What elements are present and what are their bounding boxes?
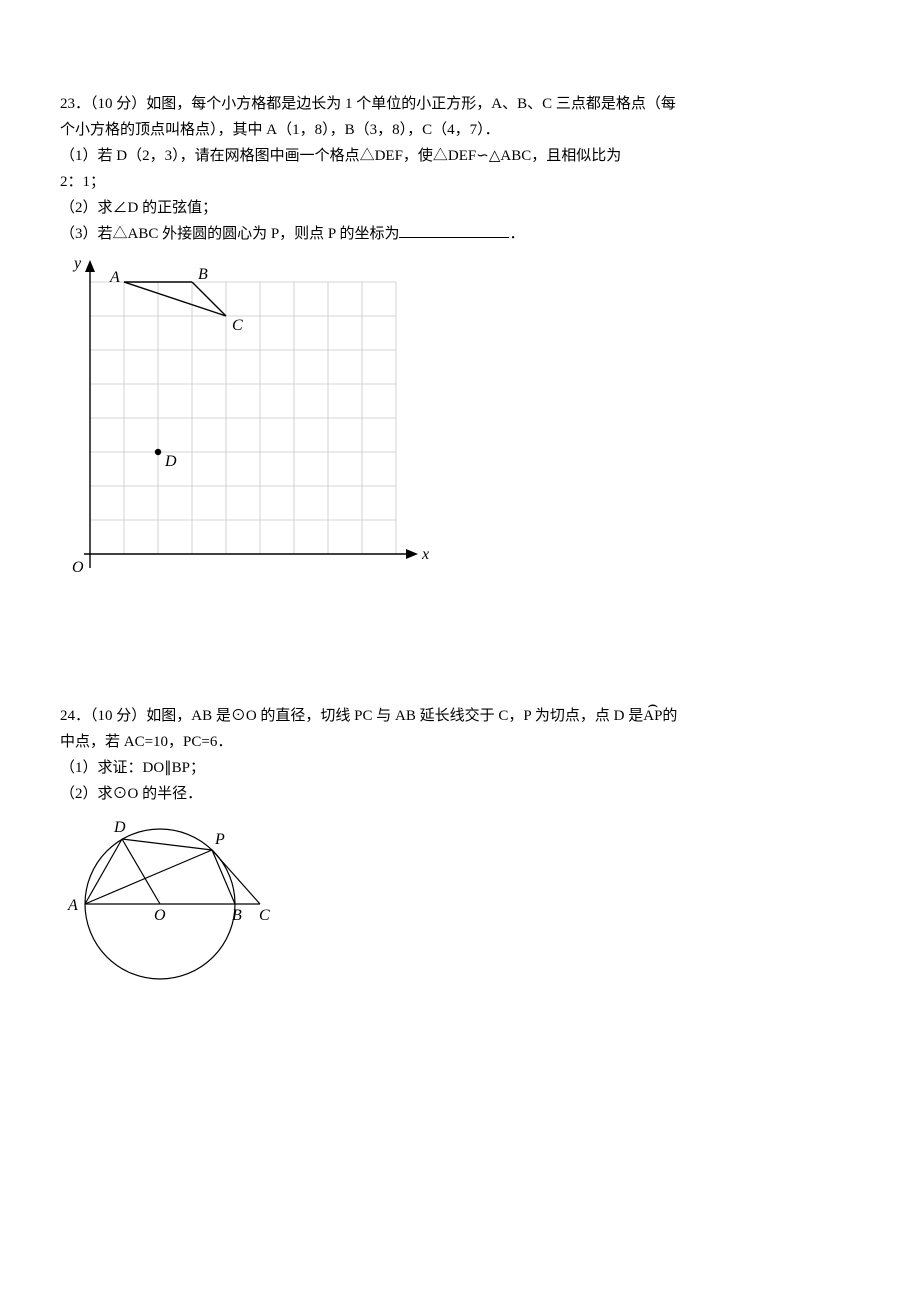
problem-23-line1b: 个小方格的顶点叫格点），其中 A（1，8），B（3，8），C（4，7）． <box>60 118 860 142</box>
svg-text:A: A <box>67 897 78 914</box>
problem-23-q1b: 2：1； <box>60 170 860 194</box>
svg-text:D: D <box>164 453 177 470</box>
problem-24-q2: （2）求⊙O 的半径． <box>60 782 860 806</box>
circle-figure: A BC O D P <box>60 814 290 994</box>
problem-24-q1: （1）求证：DO∥BP； <box>60 756 860 780</box>
problem-23: 23．（10 分）如图，每个小方格都是边长为 1 个单位的小正方形，A、B、C … <box>60 92 860 584</box>
problem-24-text1-post: 的 <box>662 708 677 724</box>
problem-23-q3-pre: （3）若△ABC 外接圆的圆心为 P，则点 P 的坐标为 <box>60 226 399 242</box>
problem-24-text1: 24．（10 分）如图，AB 是⊙O 的直径，切线 PC 与 AB 延长线交于 … <box>60 708 643 724</box>
answer-blank <box>399 222 509 238</box>
svg-text:A: A <box>109 269 120 286</box>
problem-23-q3: （3）若△ABC 外接圆的圆心为 P，则点 P 的坐标为 ． <box>60 222 860 246</box>
svg-text:x: x <box>421 546 429 563</box>
problem-24-line1a: 24．（10 分）如图，AB 是⊙O 的直径，切线 PC 与 AB 延长线交于 … <box>60 704 860 728</box>
svg-text:O: O <box>154 907 166 924</box>
arc-ap: AP <box>643 704 662 728</box>
svg-text:y: y <box>72 255 82 272</box>
problem-23-q2: （2）求∠D 的正弦值； <box>60 196 860 220</box>
svg-text:B: B <box>232 907 242 924</box>
problem-23-q1a: （1）若 D（2，3），请在网格图中画一个格点△DEF，使△DEF∽△ABC，且… <box>60 144 860 168</box>
svg-text:C: C <box>259 907 270 924</box>
problem-24-line1b: 中点，若 AC=10，PC=6． <box>60 730 860 754</box>
svg-text:O: O <box>72 559 84 576</box>
svg-text:P: P <box>214 831 225 848</box>
svg-text:C: C <box>232 317 243 334</box>
problem-23-line1a: 23．（10 分）如图，每个小方格都是边长为 1 个单位的小正方形，A、B、C … <box>60 92 860 116</box>
grid-figure: A B C D Ox y <box>60 254 440 584</box>
problem-24: 24．（10 分）如图，AB 是⊙O 的直径，切线 PC 与 AB 延长线交于 … <box>60 704 860 994</box>
svg-text:B: B <box>198 266 208 283</box>
problem-23-q3-post: ． <box>509 226 524 242</box>
svg-text:D: D <box>113 819 126 836</box>
